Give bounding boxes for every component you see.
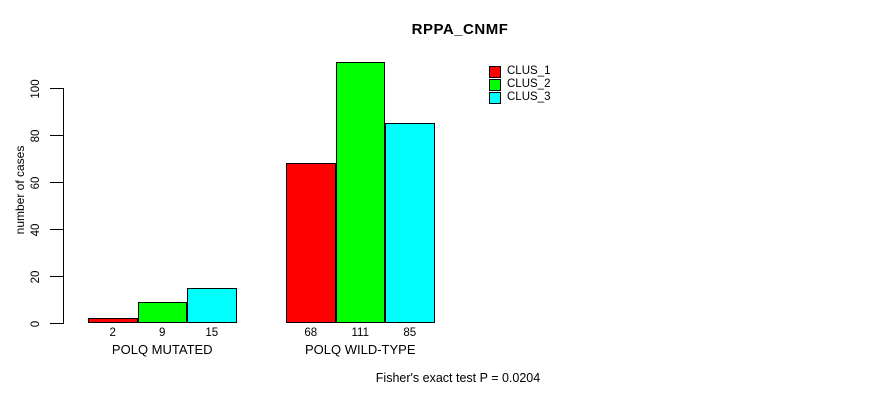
legend-swatch: [489, 65, 501, 78]
bar: [88, 318, 138, 323]
y-tick-label: 80: [30, 129, 42, 142]
legend-label: CLUS_2: [507, 77, 551, 90]
y-axis-label: number of cases: [13, 145, 27, 235]
bar: [286, 163, 336, 323]
y-tick-label: 60: [30, 176, 42, 189]
bar: [385, 123, 435, 323]
y-axis-line: [63, 88, 64, 324]
bar: [335, 62, 385, 323]
bar: [187, 288, 237, 323]
legend-swatch: [489, 78, 501, 91]
bar-value-label: 2: [109, 327, 116, 339]
y-tick-label: 20: [30, 270, 42, 283]
y-tick: [50, 88, 64, 89]
bar-value-label: 85: [403, 327, 417, 339]
y-tick-label: 100: [30, 78, 42, 99]
legend-swatch: [489, 92, 501, 105]
y-tick: [50, 323, 64, 324]
y-tick: [50, 229, 64, 230]
y-tick: [50, 135, 64, 136]
x-axis-group-label: POLQ MUTATED: [111, 342, 213, 357]
legend-label: CLUS_1: [507, 64, 551, 77]
bar-value-label: 15: [205, 327, 219, 339]
bar-value-label: 111: [351, 327, 369, 339]
y-tick: [50, 182, 64, 183]
statistical-test-annotation: Fisher's exact test P = 0.0204: [375, 371, 541, 385]
bar: [137, 302, 187, 323]
bar-value-label: 9: [159, 327, 166, 339]
chart-title: RPPA_CNMF: [411, 21, 509, 38]
y-tick: [50, 276, 64, 277]
x-axis-group-label: POLQ WILD-TYPE: [304, 342, 416, 357]
legend-label: CLUS_3: [507, 91, 551, 104]
y-tick-label: 40: [30, 223, 42, 236]
bar-value-label: 68: [304, 327, 318, 339]
y-tick-label: 0: [30, 320, 42, 327]
